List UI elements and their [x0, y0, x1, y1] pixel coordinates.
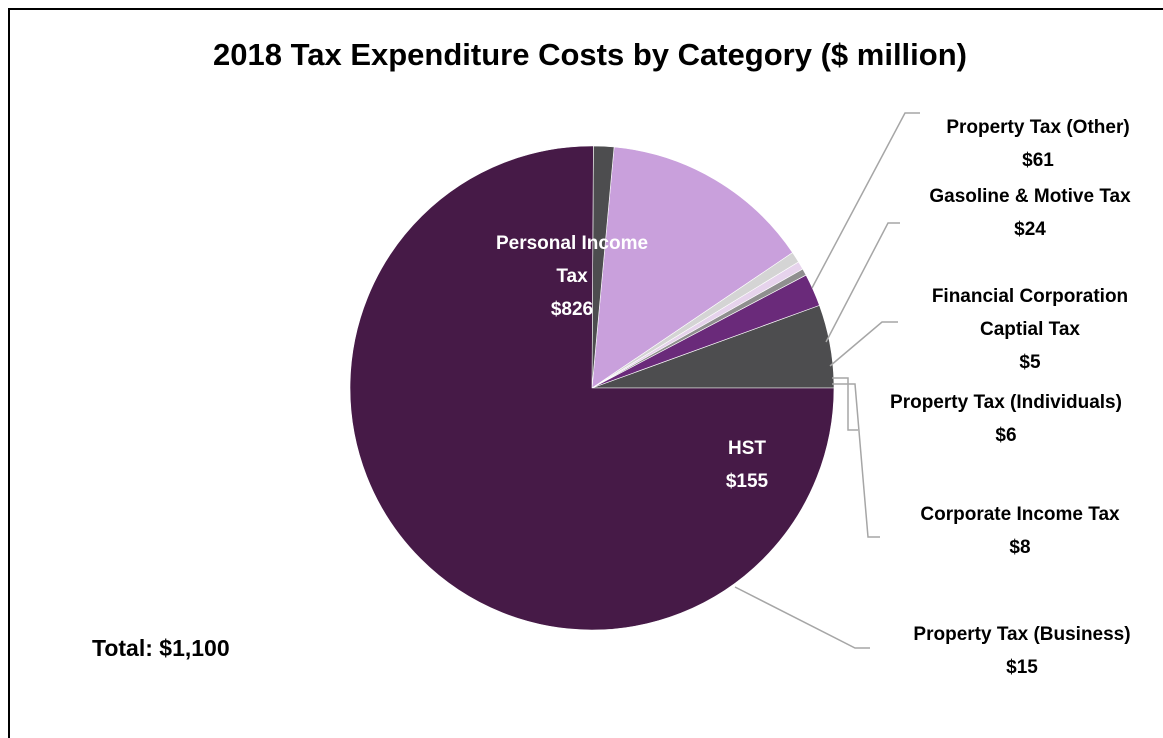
total-label: Total: $1,100 — [92, 635, 230, 661]
pie-slice-personal-income-tax — [349, 145, 835, 631]
leader-lines — [734, 112, 920, 649]
leader-line — [829, 321, 898, 367]
slice-value-label: $8 — [1009, 537, 1030, 558]
leader-line — [811, 112, 920, 289]
slice-category-label: Captial Tax — [980, 319, 1080, 340]
slice-value-label: $5 — [1019, 352, 1041, 373]
chart-frame — [8, 8, 1163, 738]
slice-category-label: HST — [728, 438, 766, 459]
leader-line — [734, 586, 870, 649]
slice-category-label: Property Tax (Individuals) — [890, 392, 1122, 413]
slice-labels: Property Tax (Other) $61 Gasoline & Motive… — [496, 117, 1131, 678]
slice-value-label: $6 — [995, 425, 1016, 446]
slice-category-label: Personal Income — [496, 233, 648, 254]
slice-value-label: $24 — [1014, 219, 1046, 240]
slice-value-label: $155 — [726, 471, 769, 492]
pie-slice-hst — [591, 146, 793, 389]
pie-slices — [349, 145, 835, 631]
leader-line — [832, 383, 880, 538]
slice-category-label: Gasoline & Motive Tax — [929, 186, 1131, 207]
slice-value-label: $826 — [551, 299, 593, 320]
leader-line — [825, 222, 900, 343]
slice-value-label: $15 — [1006, 657, 1038, 678]
chart-title: 2018 Tax Expenditure Costs by Category (… — [213, 37, 967, 72]
leader-line — [832, 377, 858, 431]
slice-category-label: Corporate Income Tax — [920, 504, 1120, 525]
slice-category-label: Financial Corporation — [932, 286, 1128, 307]
slice-category-label: Property Tax (Business) — [913, 624, 1130, 645]
slice-category-label: Property Tax (Other) — [946, 117, 1129, 138]
slice-value-label: $61 — [1022, 150, 1054, 171]
slice-category-label: Tax — [556, 266, 588, 287]
